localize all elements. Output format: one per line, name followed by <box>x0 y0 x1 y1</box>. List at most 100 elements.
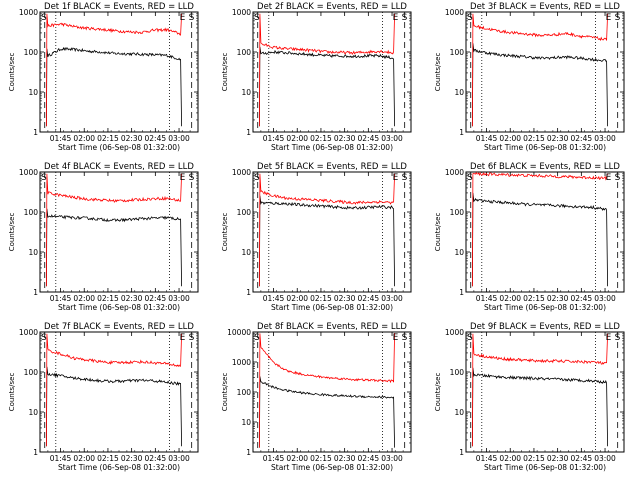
marker-end-s: S <box>615 173 621 183</box>
panel-title: Det 3f BLACK = Events, RED = LLD <box>470 2 620 12</box>
y-tick-label: 10 <box>28 88 38 97</box>
y-tick-label: 10 <box>454 248 464 257</box>
x-tick-label: 02:30 <box>121 294 143 303</box>
x-axis-label: Start Time (06-Sep-08 01:32:00) <box>58 303 180 312</box>
marker-end: E <box>180 173 186 183</box>
y-tick-label: 10 <box>454 88 464 97</box>
series-lld <box>472 333 609 447</box>
y-tick-label: 1000 <box>445 328 464 337</box>
detector-panel-9: Det 9f BLACK = Events, RED = LLD 1 10 100 10… <box>434 322 625 472</box>
x-tick-label: 03:00 <box>594 134 616 143</box>
x-tick-label: 03:00 <box>168 134 190 143</box>
x-tick-label: 03:00 <box>381 134 403 143</box>
detector-panel-1: Det 1f BLACK = Events, RED = LLD 1 10 100 10… <box>8 2 199 152</box>
x-tick-label: 01:45 <box>476 294 498 303</box>
x-tick-label: 02:15 <box>97 294 119 303</box>
marker-end: E <box>606 333 612 343</box>
y-axis-label: Counts/sec <box>434 53 442 92</box>
y-tick-label: 1000 <box>445 8 464 17</box>
y-tick-label: 100 <box>24 208 39 217</box>
y-tick-label: 1000 <box>232 168 251 177</box>
y-axis-label: Counts/sec <box>434 373 442 412</box>
x-tick-label: 01:45 <box>263 454 285 463</box>
x-tick-label: 01:45 <box>50 454 72 463</box>
x-axis-label: Start Time (06-Sep-08 01:32:00) <box>271 463 393 472</box>
panel-title: Det 9f BLACK = Events, RED = LLD <box>470 322 620 332</box>
x-axis-label: Start Time (06-Sep-08 01:32:00) <box>484 143 606 152</box>
series-events <box>472 43 608 127</box>
x-tick-label: 02:45 <box>358 454 380 463</box>
series-lld <box>46 13 183 127</box>
x-tick-label: 02:30 <box>334 134 356 143</box>
y-tick-label: 1 <box>33 448 38 457</box>
x-tick-label: 01:45 <box>50 134 72 143</box>
x-tick-label: 02:45 <box>145 454 167 463</box>
marker-start: S <box>467 13 473 23</box>
x-tick-label: 02:15 <box>97 454 119 463</box>
x-tick-label: 02:45 <box>145 294 167 303</box>
marker-end-s: S <box>615 333 621 343</box>
x-tick-label: 02:30 <box>334 294 356 303</box>
marker-end-s: S <box>402 13 408 23</box>
y-tick-label: 10 <box>241 88 251 97</box>
x-tick-label: 02:45 <box>571 294 593 303</box>
series-events <box>472 192 608 287</box>
y-tick-label: 100 <box>237 388 252 397</box>
panel-title: Det 2f BLACK = Events, RED = LLD <box>257 2 407 12</box>
detector-panel-3: Det 3f BLACK = Events, RED = LLD 1 10 100 10… <box>434 2 625 152</box>
x-tick-label: 02:30 <box>547 134 569 143</box>
x-axis-label: Start Time (06-Sep-08 01:32:00) <box>271 143 393 152</box>
marker-end: E <box>180 333 186 343</box>
panel-title: Det 5f BLACK = Events, RED = LLD <box>257 162 407 172</box>
x-tick-label: 02:45 <box>571 134 593 143</box>
x-tick-label: 02:00 <box>286 294 308 303</box>
marker-end: E <box>393 13 399 23</box>
y-tick-label: 100 <box>237 48 252 57</box>
series-events <box>259 195 395 287</box>
marker-end: E <box>180 13 186 23</box>
series-events <box>472 367 608 447</box>
detector-panel-7: Det 7f BLACK = Events, RED = LLD 1 10 100 10… <box>8 322 199 472</box>
y-tick-label: 10 <box>454 408 464 417</box>
y-tick-label: 1 <box>459 128 464 137</box>
marker-start: S <box>41 173 47 183</box>
y-tick-label: 10 <box>241 248 251 257</box>
axes-frame <box>39 11 199 133</box>
detector-panel-6: Det 6f BLACK = Events, RED = LLD 1 10 100 10… <box>434 162 625 312</box>
x-tick-label: 03:00 <box>168 454 190 463</box>
x-tick-label: 02:30 <box>121 134 143 143</box>
x-tick-label: 02:00 <box>286 454 308 463</box>
y-tick-label: 100 <box>450 48 465 57</box>
x-tick-label: 03:00 <box>381 294 403 303</box>
series-lld <box>259 13 396 127</box>
series-lld <box>472 13 609 127</box>
y-axis-label: Counts/sec <box>221 373 229 412</box>
x-tick-label: 01:45 <box>263 134 285 143</box>
series-events <box>46 46 182 127</box>
marker-end: E <box>393 333 399 343</box>
x-tick-label: 02:00 <box>499 294 521 303</box>
x-tick-label: 02:00 <box>73 134 95 143</box>
x-tick-label: 02:00 <box>286 134 308 143</box>
x-axis-label: Start Time (06-Sep-08 01:32:00) <box>484 303 606 312</box>
axes-frame <box>252 11 412 133</box>
x-tick-label: 01:45 <box>50 294 72 303</box>
x-tick-label: 02:45 <box>571 454 593 463</box>
y-tick-label: 10000 <box>227 328 251 337</box>
y-tick-label: 1000 <box>19 168 38 177</box>
marker-start: S <box>41 13 47 23</box>
x-axis-label: Start Time (06-Sep-08 01:32:00) <box>58 463 180 472</box>
y-tick-label: 1 <box>33 128 38 137</box>
x-axis-label: Start Time (06-Sep-08 01:32:00) <box>271 303 393 312</box>
x-tick-label: 02:00 <box>499 454 521 463</box>
marker-end: E <box>393 173 399 183</box>
series-lld <box>472 171 609 287</box>
axes-frame <box>252 171 412 293</box>
x-tick-label: 01:45 <box>263 294 285 303</box>
y-tick-label: 100 <box>24 368 39 377</box>
y-tick-label: 1000 <box>232 358 251 367</box>
marker-start: S <box>467 173 473 183</box>
x-tick-label: 02:30 <box>547 294 569 303</box>
x-axis-label: Start Time (06-Sep-08 01:32:00) <box>58 143 180 152</box>
